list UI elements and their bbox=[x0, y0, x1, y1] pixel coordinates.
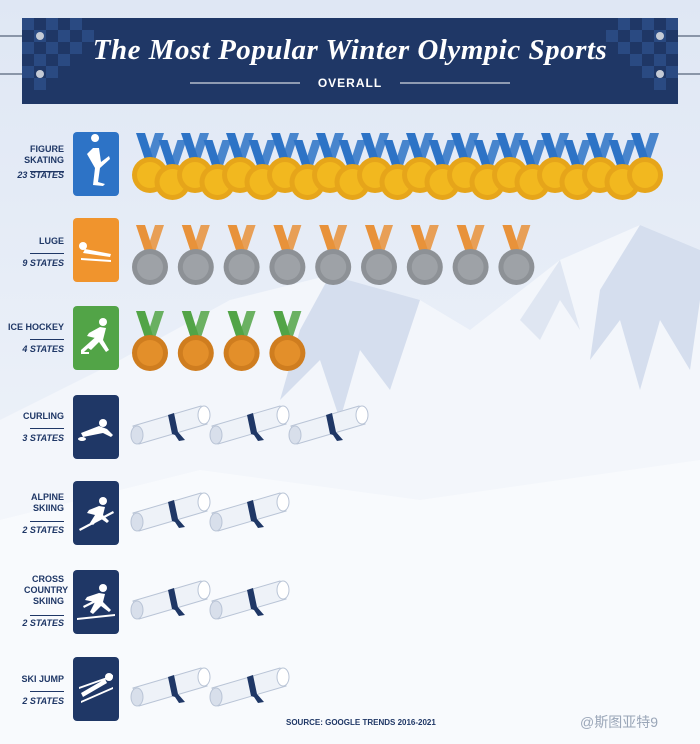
scroll-icon bbox=[209, 492, 290, 532]
category-label: FIGURE SKATING bbox=[24, 144, 64, 165]
hockey-player-icon bbox=[73, 306, 119, 370]
silver-medal-icon bbox=[223, 225, 260, 285]
bronze-medal-icon bbox=[177, 311, 214, 371]
title-banner: The Most Popular Winter Olympic Sports O… bbox=[0, 0, 700, 110]
state-count-label: 9 STATES bbox=[22, 258, 64, 268]
chart-subtitle: OVERALL bbox=[317, 76, 383, 90]
label-divider bbox=[30, 171, 64, 172]
state-count-label: 4 STATES bbox=[22, 344, 64, 354]
cross-country-skier-icon bbox=[73, 570, 119, 634]
silver-medal-icon bbox=[406, 225, 443, 285]
row-label-figure-skating: FIGURE SKATING 23 STATES bbox=[4, 144, 64, 181]
scroll-icon bbox=[209, 667, 290, 707]
silver-medal-icon bbox=[452, 225, 489, 285]
scroll-icon bbox=[288, 405, 369, 445]
state-count-label: 2 STATES bbox=[22, 696, 64, 706]
silver-medal-icon bbox=[269, 225, 306, 285]
bronze-medal-icon bbox=[132, 311, 168, 371]
label-divider bbox=[30, 428, 64, 429]
row-label-curling: CURLING 3 STATES bbox=[4, 411, 64, 444]
watermark: @斯图亚特9 bbox=[580, 714, 658, 730]
gold-medal-icon bbox=[627, 133, 663, 193]
silver-medal-icon bbox=[132, 225, 168, 285]
silver-medal-icon bbox=[177, 225, 214, 285]
scroll-icon bbox=[130, 580, 211, 620]
label-divider bbox=[30, 521, 64, 522]
scroll-icon bbox=[130, 492, 211, 532]
state-count-label: 2 STATES bbox=[22, 618, 64, 628]
label-divider bbox=[30, 253, 64, 254]
category-label: LUGE bbox=[38, 236, 64, 246]
alpine-skier-icon bbox=[73, 481, 119, 545]
gold-medal-icon bbox=[424, 140, 461, 200]
category-label: ICE HOCKEY bbox=[7, 322, 64, 332]
scroll-icon bbox=[130, 405, 211, 445]
row-label-alpine-skiing: ALPINE SKIING 2 STATES bbox=[4, 492, 64, 536]
silver-medal-icon bbox=[361, 225, 397, 285]
curler-icon bbox=[73, 395, 119, 459]
ski-jumper-icon bbox=[73, 657, 119, 721]
silver-medal-icon bbox=[315, 225, 352, 285]
row-label-luge: LUGE 9 STATES bbox=[4, 236, 64, 269]
category-label: CROSS COUNTRY SKIING bbox=[24, 574, 69, 606]
gold-medal-icon bbox=[244, 140, 281, 200]
scroll-icon bbox=[130, 667, 211, 707]
row-label-cross-country-skiing: CROSS COUNTRY SKIING 2 STATES bbox=[4, 574, 69, 629]
source-note: SOURCE: GOOGLE TRENDS 2016-2021 bbox=[286, 718, 436, 727]
bronze-medal-icon bbox=[223, 311, 260, 371]
category-label: ALPINE SKIING bbox=[30, 492, 64, 513]
chart-title: The Most Popular Winter Olympic Sports bbox=[92, 34, 608, 66]
category-label: SKI JUMP bbox=[21, 674, 64, 684]
scroll-icon bbox=[209, 405, 290, 445]
label-divider bbox=[30, 615, 64, 616]
label-divider bbox=[30, 339, 64, 340]
category-label: CURLING bbox=[23, 411, 64, 421]
row-label-ski-jump: SKI JUMP 2 STATES bbox=[4, 674, 64, 707]
row-label-ice-hockey: ICE HOCKEY 4 STATES bbox=[4, 322, 64, 355]
state-count-label: 2 STATES bbox=[22, 525, 64, 535]
figure-skater-icon bbox=[73, 132, 119, 196]
state-count-label: 23 STATES bbox=[17, 170, 64, 180]
luge-icon bbox=[73, 218, 119, 282]
silver-medal-icon bbox=[498, 225, 535, 285]
scroll-icon bbox=[209, 580, 290, 620]
bronze-medal-icon bbox=[269, 311, 306, 371]
state-count-label: 3 STATES bbox=[22, 433, 64, 443]
label-divider bbox=[30, 691, 64, 692]
